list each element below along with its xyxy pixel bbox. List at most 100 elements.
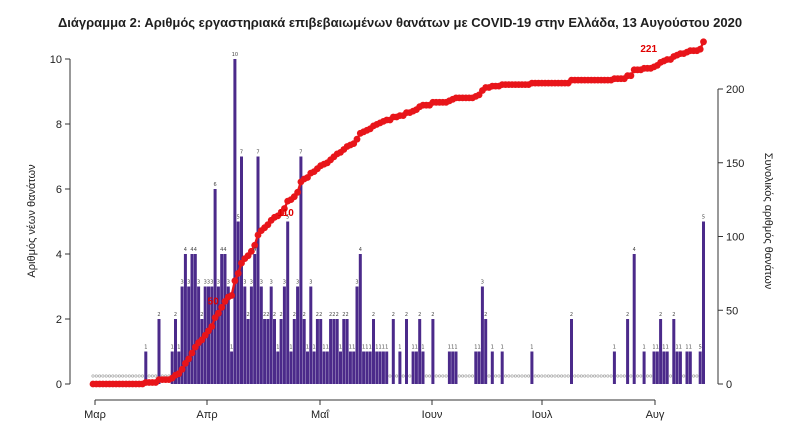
cumulative-point (228, 292, 236, 299)
bar (447, 351, 451, 384)
bar-value-label: 2 (405, 312, 408, 318)
zero-marker (553, 374, 557, 378)
bar (698, 351, 702, 384)
bar-value-label: 1 (352, 345, 355, 351)
bar (306, 351, 309, 384)
bar-value-label: 1 (171, 345, 174, 351)
bar-value-label: 2 (200, 312, 203, 318)
right-tick-label: 50 (726, 305, 738, 317)
bar-value-label: 1 (613, 345, 616, 351)
bar (243, 286, 247, 384)
zero-marker (629, 374, 633, 378)
right-tick-label: 100 (726, 232, 744, 244)
zero-marker (104, 374, 108, 378)
zero-marker (127, 374, 131, 378)
zero-marker (510, 374, 514, 378)
bar (170, 351, 174, 384)
bar-value-label: 1 (379, 345, 382, 351)
zero-marker (497, 374, 501, 378)
bar (381, 351, 385, 384)
bar-value-label: 2 (342, 312, 345, 318)
bar (282, 286, 286, 384)
bar (348, 351, 352, 384)
bar-value-label: 1 (474, 345, 477, 351)
cumulative-point (251, 241, 259, 249)
bar (642, 351, 646, 384)
zero-marker (470, 374, 474, 378)
zero-marker (395, 374, 399, 378)
bar-value-label: 3 (260, 280, 263, 286)
bar-value-label: 1 (177, 345, 180, 351)
bar-value-label: 5 (702, 215, 705, 221)
cumulative-point (353, 135, 361, 143)
zero-marker (503, 374, 507, 378)
bar-value-label: 1 (689, 345, 692, 351)
zero-marker (111, 374, 115, 378)
bar (451, 351, 455, 384)
left-axis-label: Αριθμός νέων θανάτων (26, 164, 38, 278)
bar (187, 286, 191, 384)
chart-title: Διάγραμμα 2: Αριθμός εργαστηριακά επιβεβ… (58, 15, 742, 30)
bar (325, 351, 329, 384)
bar (319, 319, 323, 384)
bar-value-label: 7 (299, 150, 302, 156)
bar-value-label: 2 (263, 312, 266, 318)
bar-value-label: 1 (326, 345, 329, 351)
bar (378, 351, 382, 384)
bar-value-label: 1 (666, 345, 669, 351)
zero-marker (668, 374, 672, 378)
bar-value-label: 10 (232, 52, 238, 58)
bar (273, 319, 276, 384)
zero-marker (141, 374, 145, 378)
bar (183, 254, 187, 384)
cumulative-point (188, 349, 196, 357)
bar-value-label: 1 (652, 345, 655, 351)
cumulative-point (208, 323, 216, 330)
cumulative-series (89, 38, 707, 388)
bar (259, 286, 263, 384)
cumulative-label: 50 (208, 296, 220, 307)
bar (286, 221, 290, 384)
bar (675, 351, 679, 384)
zero-marker (606, 374, 610, 378)
zero-marker (556, 374, 560, 378)
zero-marker (124, 374, 128, 378)
bar-value-label: 1 (382, 345, 385, 351)
bar-value-label: 5 (237, 215, 240, 221)
bar (335, 319, 339, 384)
x-tick-label: Αυγ (646, 409, 665, 421)
bar (385, 351, 389, 384)
bar (368, 351, 372, 384)
bar-value-label: 2 (431, 312, 434, 318)
zero-marker (457, 374, 461, 378)
bar (223, 254, 227, 384)
left-tick-label: 8 (56, 119, 62, 131)
bar (672, 319, 676, 384)
bar (352, 351, 356, 384)
bar (411, 351, 415, 384)
bar-value-label: 2 (659, 312, 662, 318)
bar (279, 319, 283, 384)
zero-marker (517, 374, 521, 378)
x-tick-label: Ιουλ (532, 409, 553, 421)
bar-value-label: 2 (372, 312, 375, 318)
bar (253, 254, 257, 384)
zero-marker (464, 374, 468, 378)
cumulative-point (185, 355, 193, 363)
bar-value-label: 3 (210, 280, 213, 286)
bar (652, 351, 656, 384)
zero-marker (494, 374, 498, 378)
bar-value-label: 2 (570, 312, 573, 318)
bar (312, 351, 316, 384)
bar (263, 319, 267, 384)
bar (269, 286, 273, 384)
bar-value-label: 1 (362, 345, 365, 351)
bar-value-label: 3 (204, 280, 207, 286)
bar-value-label: 2 (418, 312, 421, 318)
bar-value-label: 4 (253, 247, 256, 253)
bar-value-label: 1 (375, 345, 378, 351)
zero-marker (540, 374, 544, 378)
